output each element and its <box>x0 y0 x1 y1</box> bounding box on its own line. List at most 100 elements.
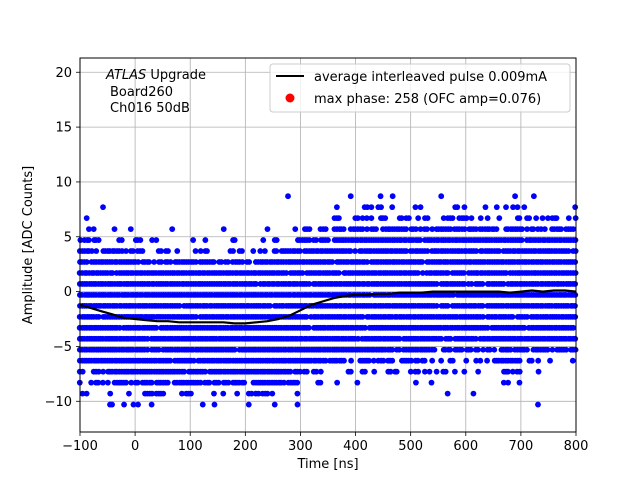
scatter-point <box>429 226 436 232</box>
scatter-point <box>109 270 116 276</box>
legend-entry-max-phase: max phase: 258 (OFC amp=0.076) <box>314 92 541 107</box>
scatter-point <box>100 368 107 375</box>
scatter-point <box>370 357 377 364</box>
scatter-point <box>415 215 422 222</box>
scatter-point <box>167 357 174 364</box>
scatter-point <box>306 237 313 243</box>
scatter-point <box>241 379 248 386</box>
x-tick-label: 200 <box>233 439 258 454</box>
scatter-point <box>387 368 394 375</box>
scatter-point <box>572 335 579 342</box>
scatter-point <box>413 379 419 386</box>
scatter-point <box>484 324 491 331</box>
scatter-point <box>366 357 372 364</box>
scatter-point <box>123 248 129 254</box>
scatter-point <box>364 259 371 265</box>
scatter-point <box>220 390 227 397</box>
scatter-point <box>245 401 252 408</box>
scatter-point <box>130 248 136 254</box>
scatter-point <box>535 401 541 408</box>
legend: average interleaved pulse 0.009mA max ph… <box>269 63 571 113</box>
y-tick-label: −10 <box>45 395 72 410</box>
scatter-point <box>524 313 531 320</box>
scatter-point <box>246 259 253 265</box>
scatter-point <box>470 390 477 397</box>
x-tick-label: 800 <box>564 439 589 454</box>
scatter-point <box>535 368 542 375</box>
scatter-point <box>417 226 424 232</box>
scatter-point <box>472 335 479 342</box>
scatter-point <box>192 248 199 254</box>
scatter-point <box>164 379 171 386</box>
scatter-point <box>467 346 474 353</box>
scatter-point <box>151 259 157 265</box>
scatter-point <box>149 390 155 397</box>
scatter-point <box>220 226 227 232</box>
scatter-point <box>530 193 537 200</box>
scatter-point <box>287 368 294 375</box>
scatter-point <box>419 259 426 265</box>
scatter-point <box>86 226 92 232</box>
scatter-point <box>126 390 132 397</box>
scatter-point <box>239 248 245 254</box>
average-pulse-series <box>79 289 577 325</box>
scatter-point <box>493 204 500 211</box>
scatter-point <box>285 193 291 200</box>
scatter-point <box>403 248 410 254</box>
scatter-point <box>149 237 156 243</box>
scatter-point <box>505 368 511 375</box>
scatter-point <box>341 357 347 364</box>
x-tick-label: 500 <box>398 439 423 454</box>
scatter-point <box>412 226 419 232</box>
scatter-point <box>267 302 273 309</box>
scatter-point <box>218 259 225 265</box>
scatter-point <box>160 390 167 397</box>
scatter-point <box>503 270 509 276</box>
x-tick-label: 600 <box>453 439 478 454</box>
scatter-point <box>447 335 454 342</box>
scatter-point <box>516 368 523 375</box>
scatter-point <box>83 390 90 397</box>
scatter-point <box>450 292 456 298</box>
scatter-point <box>179 390 185 397</box>
scatter-point <box>572 204 579 211</box>
scatter-point <box>325 237 331 243</box>
scatter-point <box>197 248 204 254</box>
scatter-point <box>405 215 412 222</box>
scatter-point <box>359 313 366 320</box>
scatter-point <box>415 270 421 276</box>
scatter-point <box>174 248 181 254</box>
scatter-point <box>412 204 419 211</box>
scatter-point <box>264 390 271 397</box>
scatter-point <box>558 226 564 232</box>
scatter-point <box>354 379 361 386</box>
scatter-point <box>454 204 461 211</box>
scatter-point <box>297 368 303 375</box>
scatter-point <box>519 226 525 232</box>
scatter-point <box>514 204 521 211</box>
scatter-point <box>297 248 303 254</box>
scatter-point <box>516 379 523 386</box>
scatter-point <box>424 226 430 232</box>
scatter-point <box>477 215 484 222</box>
scatter-point <box>509 313 516 320</box>
scatter-point <box>202 368 209 375</box>
scatter-point <box>563 346 570 353</box>
scatter-point <box>176 302 183 309</box>
scatter-point <box>248 390 255 397</box>
scatter-point <box>299 270 306 276</box>
scatter-point <box>433 281 440 287</box>
scatter-point <box>496 215 503 222</box>
scatter-point <box>468 281 475 287</box>
scatter-point <box>146 259 153 265</box>
scatter-point <box>424 215 431 222</box>
scatter-point <box>306 226 313 232</box>
scatter-point <box>371 368 378 375</box>
scatter-point <box>359 215 366 222</box>
scatter-series <box>76 193 579 408</box>
scatter-point <box>389 193 396 200</box>
scatter-point <box>521 204 528 211</box>
scatter-point <box>424 248 431 254</box>
scatter-point <box>99 379 106 386</box>
